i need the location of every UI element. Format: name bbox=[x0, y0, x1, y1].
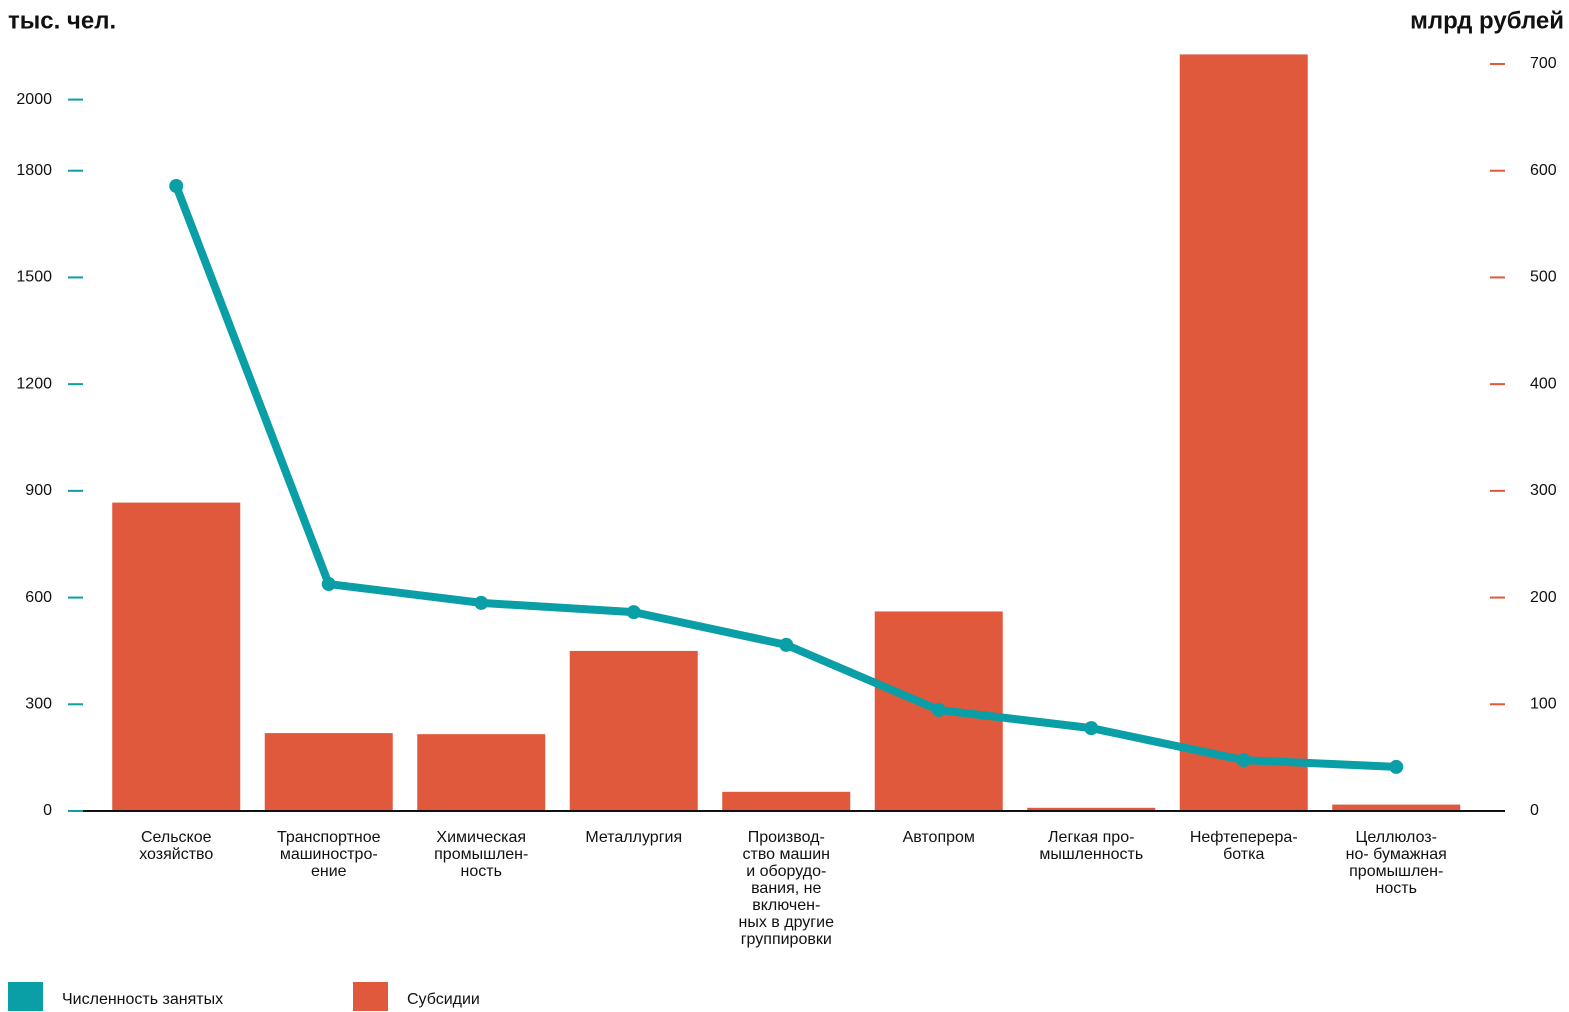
line-point bbox=[1236, 753, 1251, 768]
y-tick-label: 600 bbox=[25, 589, 52, 606]
x-tick-label-line: Автопром bbox=[903, 829, 975, 846]
x-tick-label: Легкая про-мышленность bbox=[1039, 829, 1143, 863]
bar bbox=[417, 734, 546, 811]
y2-tick-label: 100 bbox=[1530, 696, 1557, 713]
y2-tick-label: 500 bbox=[1530, 269, 1557, 286]
y2-tick-label: 700 bbox=[1530, 55, 1557, 72]
line-point bbox=[626, 605, 641, 620]
x-tick-label-line: но- бумажная bbox=[1346, 846, 1447, 863]
x-tick-label-line: включен- bbox=[752, 897, 820, 914]
x-tick-label-line: Металлургия bbox=[585, 829, 682, 846]
line-point bbox=[779, 637, 794, 652]
x-tick-label-line: машиностро- bbox=[280, 846, 378, 863]
x-tick-label-line: промышлен- bbox=[434, 846, 528, 863]
bar bbox=[569, 650, 698, 811]
x-tick-label: Производ-ство машин и оборудо-вания, не вк… bbox=[739, 829, 835, 948]
bar bbox=[1332, 804, 1461, 811]
x-tick-label-line: Нефтеперера- bbox=[1190, 829, 1298, 846]
x-tick-label-line: ность bbox=[461, 863, 502, 880]
y-tick-label: 1200 bbox=[16, 375, 52, 392]
y-tick-label: 2000 bbox=[16, 91, 52, 108]
line-point bbox=[931, 702, 946, 717]
y2-tick-label: 300 bbox=[1530, 482, 1557, 499]
x-tick-label-line: промышлен- bbox=[1349, 863, 1443, 880]
line-point bbox=[169, 179, 184, 194]
x-tick-label-line: ных в другие bbox=[739, 914, 835, 931]
x-tick-label: Автопром bbox=[903, 829, 975, 846]
x-tick-label: Сельское хозяйство bbox=[139, 829, 213, 863]
bar bbox=[1179, 54, 1308, 812]
x-tick-label: Нефтеперера-ботка bbox=[1190, 829, 1298, 863]
legend-label: Численность занятых bbox=[62, 991, 223, 1008]
x-tick-label-line: Химическая bbox=[436, 829, 526, 846]
legend-swatch bbox=[8, 982, 43, 1011]
y-tick-label: 1800 bbox=[16, 162, 52, 179]
y2-tick-label: 600 bbox=[1530, 162, 1557, 179]
x-tick-label-line: мышленность bbox=[1039, 846, 1143, 863]
y-tick-label: 300 bbox=[25, 696, 52, 713]
x-tick-label-line: Легкая про- bbox=[1048, 829, 1134, 846]
line-point bbox=[1389, 759, 1404, 774]
x-tick-label-line: ботка bbox=[1223, 846, 1264, 863]
y-tick-label: 1500 bbox=[16, 269, 52, 286]
x-tick-label: Химическая промышлен-ность bbox=[434, 829, 528, 880]
bar bbox=[1027, 807, 1156, 811]
x-tick-label-line: вания, не bbox=[751, 880, 821, 897]
y-axis-label: тыс. чел. bbox=[8, 7, 116, 34]
legend-swatch bbox=[353, 982, 388, 1011]
bar bbox=[264, 733, 393, 811]
x-tick-label-line: Целлюлоз- bbox=[1356, 829, 1437, 846]
x-tick-label-line: хозяйство bbox=[139, 846, 213, 863]
x-tick-label-line: Транспортное bbox=[277, 829, 381, 846]
x-tick-label: Транспортное машиностро-ение bbox=[277, 829, 381, 880]
x-tick-label: Целлюлоз-но- бумажная промышлен-ность bbox=[1346, 829, 1447, 897]
line-point bbox=[321, 577, 336, 592]
x-tick-label-line: группировки bbox=[741, 931, 832, 948]
y2-axis-label: млрд рублей bbox=[1410, 7, 1564, 34]
bar bbox=[112, 502, 241, 811]
y2-tick-label: 0 bbox=[1530, 802, 1539, 819]
bar bbox=[722, 791, 851, 811]
x-tick-label-line: и оборудо- bbox=[746, 863, 826, 880]
x-tick-label-line: ение bbox=[311, 863, 347, 880]
line-point bbox=[1084, 721, 1099, 736]
legend-label: Субсидии bbox=[407, 991, 480, 1008]
y2-tick-label: 200 bbox=[1530, 589, 1557, 606]
line-point bbox=[474, 595, 489, 610]
x-tick-label-line: Производ- bbox=[748, 829, 825, 846]
x-tick-label-line: ность bbox=[1376, 880, 1417, 897]
x-tick-label: Металлургия bbox=[585, 829, 682, 846]
x-tick-label-line: ство машин bbox=[743, 846, 831, 863]
y-tick-label: 0 bbox=[43, 802, 52, 819]
x-tick-label-line: Сельское bbox=[141, 829, 212, 846]
y-tick-label: 900 bbox=[25, 482, 52, 499]
y2-tick-label: 400 bbox=[1530, 375, 1557, 392]
